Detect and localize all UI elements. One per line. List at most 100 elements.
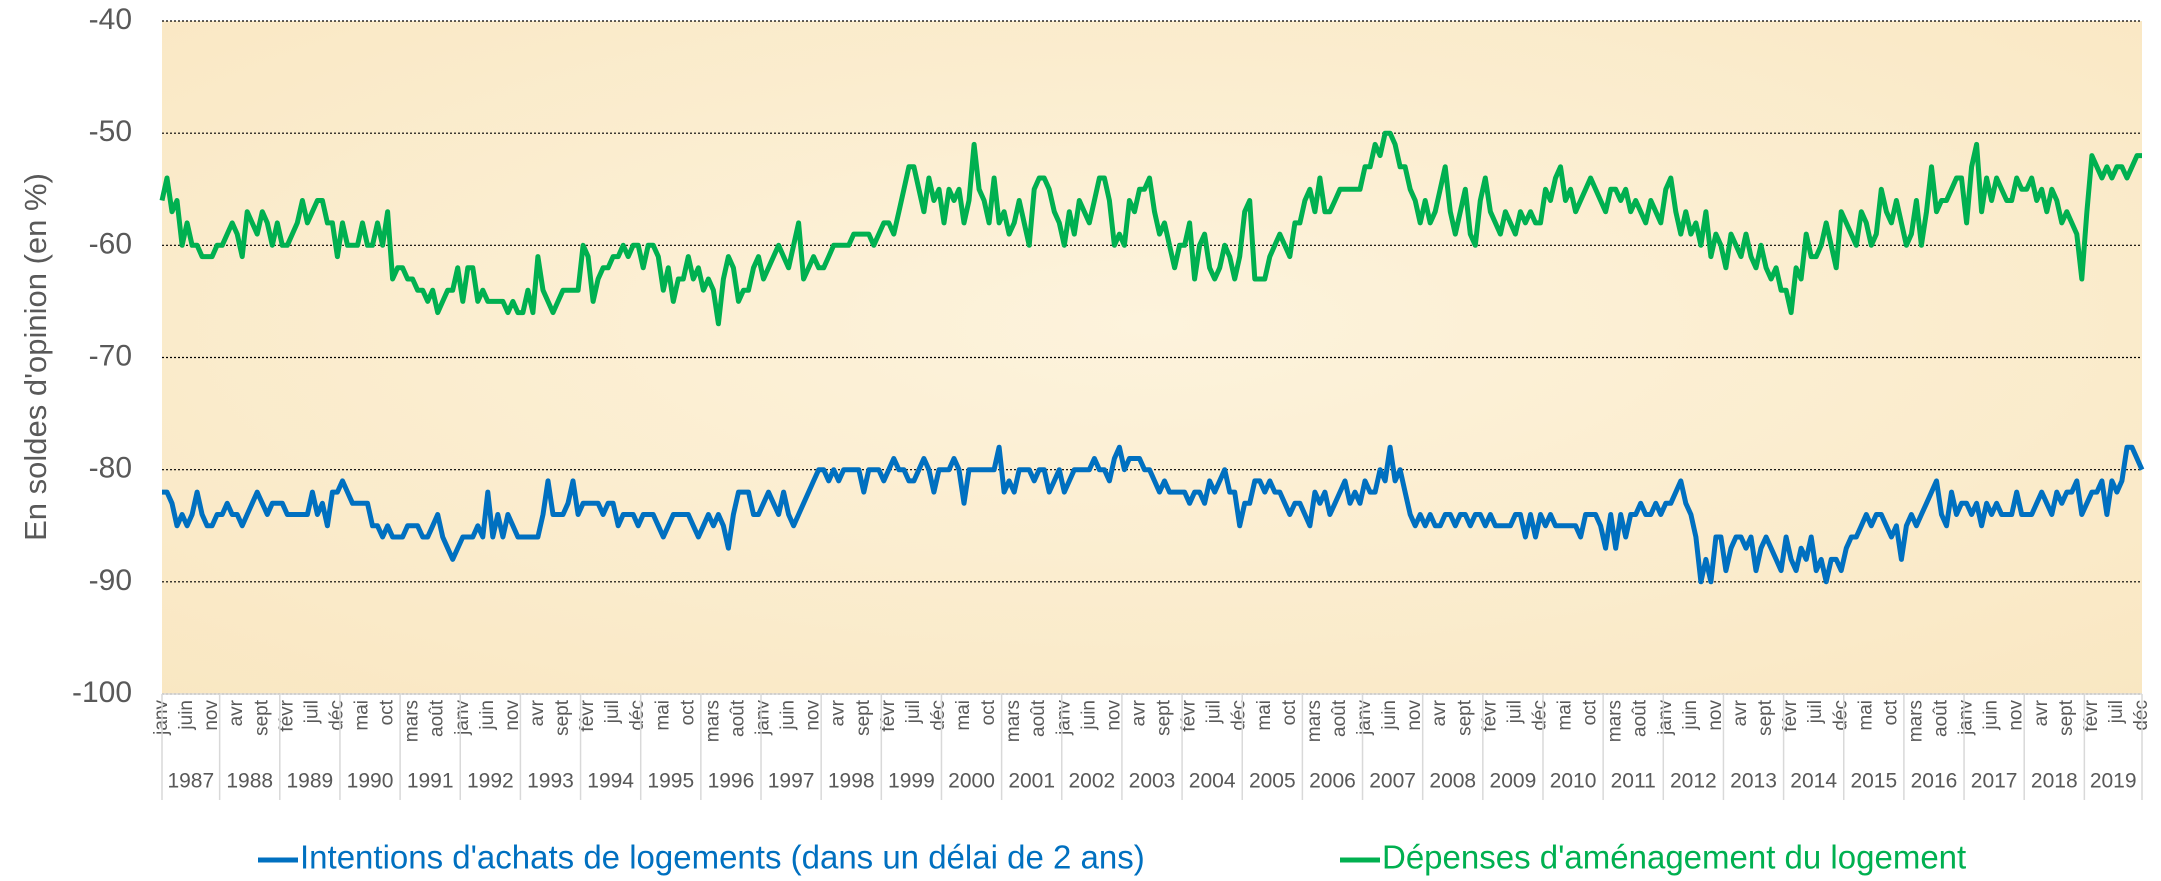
x-tick-label: nov [502,700,523,731]
year-label: 2018 [2031,770,2078,793]
x-tick-label: déc [1529,700,1550,731]
x-tick-label: oct [1580,699,1601,725]
x-tick-label: avr [1128,699,1149,726]
year-label: 1988 [226,770,273,793]
year-label: 1991 [407,770,454,793]
x-tick-label: mars [702,700,723,742]
x-tick-label: déc [326,700,347,731]
x-tick-label: avr [226,699,247,726]
x-tick-label: juil [2106,700,2127,724]
x-tick-label: juin [1078,700,1099,731]
x-tick-label: mai [1855,700,1876,731]
year-label: 2000 [948,770,995,793]
y-tick-label: -90 [89,564,132,597]
x-tick-label: janv [1354,700,1375,736]
x-tick-label: févr [2081,699,2102,731]
y-tick-label: -70 [89,339,132,372]
x-tick-label: juin [1379,700,1400,731]
year-label: 1990 [347,770,394,793]
x-tick-label: août [427,699,448,737]
x-tick-label: nov [1404,700,1425,731]
x-tick-label: sept [552,699,573,736]
year-label: 1992 [467,770,514,793]
x-tick-label: févr [577,699,598,731]
x-tick-label: sept [2056,699,2077,736]
x-tick-label: mai [652,700,673,731]
y-tick-label: -100 [72,676,132,709]
x-tick-label: avr [828,699,849,726]
x-tick-label: juil [602,700,623,724]
x-tick-label: avr [1429,699,1450,726]
x-tick-label: oct [377,699,398,725]
x-tick-label: mars [1304,700,1325,742]
x-tick-label: août [1630,699,1651,737]
year-label: 2009 [1490,770,1537,793]
year-label: 2002 [1068,770,1115,793]
y-axis-title: En soldes d'opinion (en %) [18,173,53,541]
x-tick-label: janv [1053,700,1074,736]
legend-label: Intentions d'achats de logements (dans u… [300,839,1145,876]
legend-label: Dépenses d'aménagement du logement [1382,839,1966,876]
x-tick-label: nov [803,700,824,731]
year-label: 2016 [1911,770,1958,793]
x-tick-label: oct [1880,699,1901,725]
x-tick-label: juil [301,700,322,724]
x-tick-label: mai [352,700,373,731]
year-label: 2007 [1369,770,1416,793]
x-tick-label: juin [1680,700,1701,731]
year-label: 1997 [768,770,815,793]
year-label: 1987 [167,770,214,793]
x-tick-label: sept [1755,699,1776,736]
year-label: 1999 [888,770,935,793]
x-tick-label: nov [1705,700,1726,731]
x-tick-label: déc [1229,700,1250,731]
year-label: 2004 [1189,770,1236,793]
y-tick-label: -80 [89,452,132,485]
year-label: 2011 [1611,770,1656,793]
x-tick-label: juil [1805,700,1826,724]
x-tick-label: avr [527,699,548,726]
x-tick-label: juin [477,700,498,731]
year-label: 1995 [647,770,694,793]
x-tick-label: janv [753,700,774,736]
year-label: 1994 [587,770,634,793]
x-tick-label: déc [627,700,648,731]
series-line [162,444,2145,585]
y-tick-label: -50 [89,115,132,148]
x-tick-label: juin [778,700,799,731]
x-tick-label: nov [2006,700,2027,731]
year-label: 2014 [1790,770,1837,793]
x-tick-label: sept [853,699,874,736]
x-tick-label: févr [1179,699,1200,731]
x-tick-label: mars [1905,700,1926,742]
x-tick-label: févr [878,699,899,731]
x-tick-label: oct [1279,699,1300,725]
x-tick-label: juil [1504,700,1525,724]
x-tick-label: juin [176,700,197,731]
x-tick-label: déc [928,700,949,731]
x-tick-label: mai [1254,700,1275,731]
x-tick-label: oct [677,699,698,725]
x-tick-label: sept [1154,699,1175,736]
x-tick-label: août [727,699,748,737]
x-tick-label: sept [1454,699,1475,736]
x-tick-label: août [1329,699,1350,737]
y-tick-label: -60 [89,227,132,260]
x-tick-label: déc [1830,700,1851,731]
x-tick-label: oct [978,699,999,725]
x-tick-label: août [1931,699,1952,737]
year-label: 2008 [1429,770,1476,793]
year-label: 2006 [1309,770,1356,793]
year-label: 1989 [287,770,334,793]
year-label: 1998 [828,770,875,793]
x-tick-label: mai [1555,700,1576,731]
year-label: 2015 [1850,770,1897,793]
year-label: 2010 [1550,770,1597,793]
year-label: 2003 [1129,770,1176,793]
x-tick-label: mars [1605,700,1626,742]
x-tick-label: sept [251,699,272,736]
year-label: 2001 [1008,770,1055,793]
series-line [159,130,2142,327]
